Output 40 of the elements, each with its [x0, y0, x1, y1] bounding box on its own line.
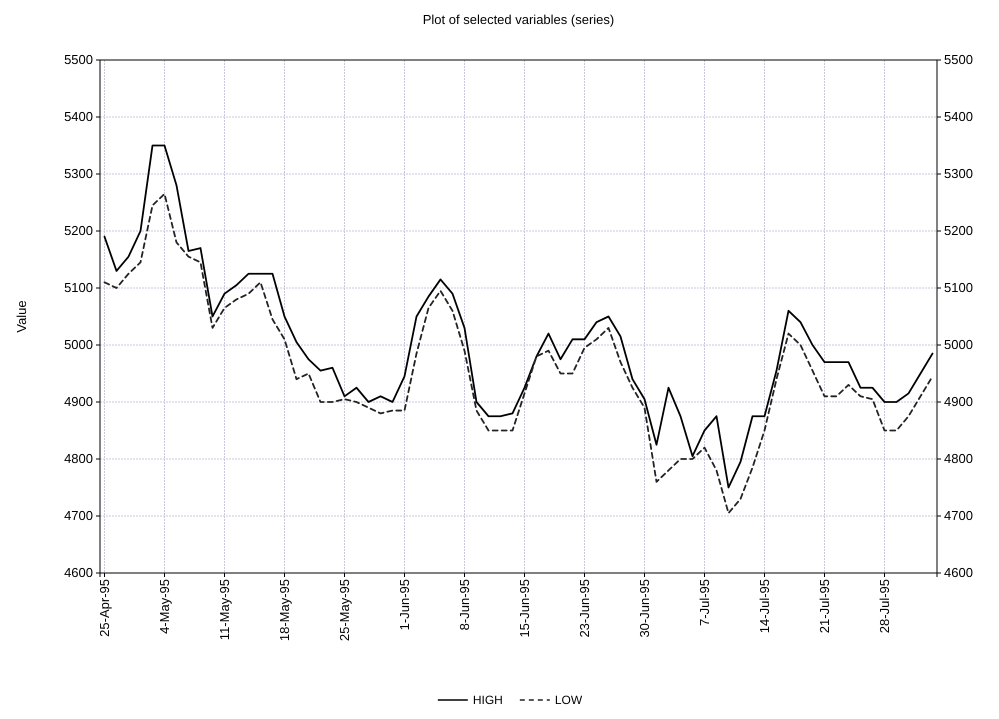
- y-axis-title: Value: [14, 300, 29, 333]
- y2-tick-label: 5400: [944, 109, 973, 124]
- y2-tick-label: 4900: [944, 394, 973, 410]
- y2-tick-label: 4700: [944, 508, 973, 524]
- x-tick-label: 21-Jul-95: [817, 579, 832, 634]
- y2-tick-label: 5300: [944, 166, 973, 182]
- y-tick-label: 5000: [64, 337, 93, 352]
- x-tick-label: 11-May-95: [217, 579, 232, 640]
- y-tick-label: 4600: [64, 565, 93, 580]
- legend-label: HIGH: [472, 693, 503, 707]
- x-tick-label: 4-May-95: [157, 579, 172, 634]
- y-tick-label: 5300: [64, 166, 93, 182]
- x-tick-label: 15-Jun-95: [517, 579, 532, 638]
- x-tick-label: 28-Jul-95: [877, 579, 892, 634]
- x-tick-label: 14-Jul-95: [757, 579, 772, 634]
- y-tick-label: 4900: [64, 394, 93, 410]
- x-tick-label: 7-Jul-95: [697, 579, 712, 626]
- y-tick-label: 4700: [64, 508, 93, 524]
- y2-tick-label: 5100: [944, 280, 973, 296]
- x-tick-label: 23-Jun-95: [577, 579, 592, 638]
- x-tick-label: 1-Jun-95: [397, 579, 412, 630]
- y-tick-label: 4800: [64, 451, 93, 466]
- chart-title: Plot of selected variables (series): [422, 12, 614, 27]
- x-tick-label: 30-Jun-95: [637, 579, 652, 638]
- y-tick-label: 5200: [64, 223, 93, 238]
- y2-tick-label: 4600: [944, 565, 973, 580]
- y-tick-label: 5500: [64, 52, 93, 68]
- line-series: [104, 144, 934, 488]
- x-tick-label: 8-Jun-95: [457, 579, 472, 630]
- x-tick-label: 25-Apr-95: [97, 579, 112, 637]
- y2-tick-label: 4800: [944, 451, 973, 466]
- x-tick-label: 18-May-95: [277, 579, 292, 642]
- y2-tick-label: 5500: [944, 52, 973, 68]
- y2-tick-label: 5200: [944, 223, 973, 238]
- line-series: [104, 193, 934, 514]
- y2-tick-label: 5000: [944, 337, 973, 352]
- y-tick-label: 5400: [64, 109, 93, 124]
- legend-label: LOW: [554, 693, 583, 707]
- x-tick-label: 25-May-95: [337, 579, 352, 642]
- y-tick-label: 5100: [64, 280, 93, 296]
